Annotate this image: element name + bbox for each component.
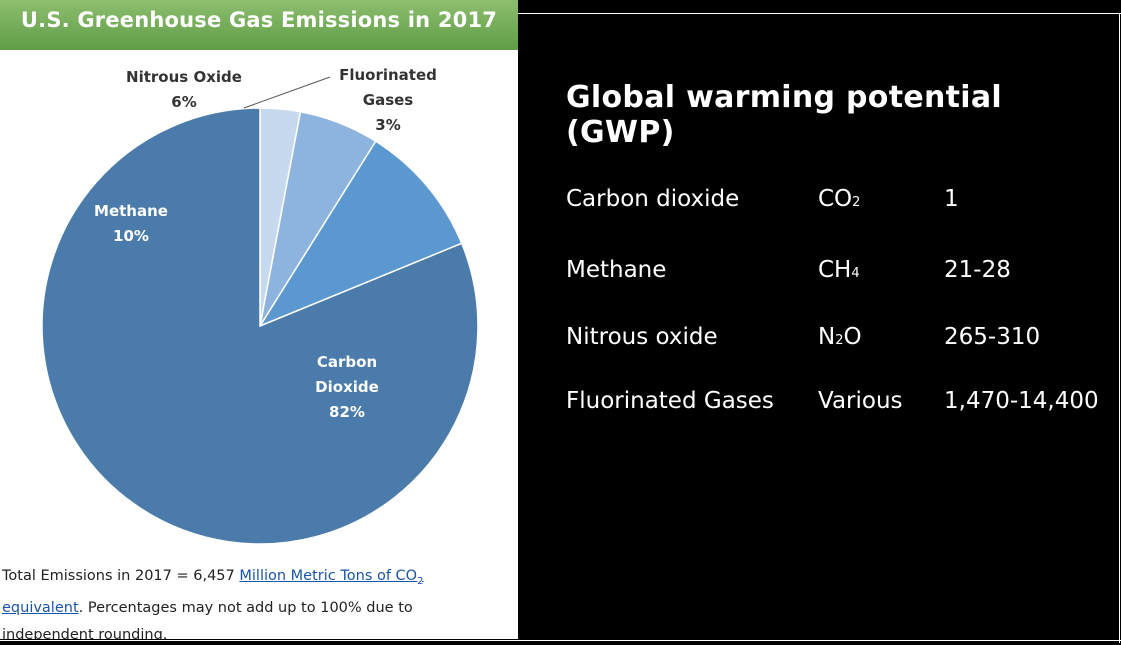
gwp-formula: CH4	[818, 257, 860, 283]
gwp-gas-name: Carbon dioxide	[566, 186, 740, 212]
chart-title: U.S. Greenhouse Gas Emissions in 2017	[20, 8, 498, 32]
gwp-row-methane: Methane CH4 21-28	[566, 257, 1106, 291]
gwp-formula: N2O	[818, 324, 862, 350]
gwp-gas-name: Methane	[566, 257, 667, 283]
pie-chart: Fluorinated Gases 3% Nitrous Oxide 6% Methane…	[41, 66, 479, 545]
slice-label-fluorinated-gases: Fluorinated Gases 3%	[339, 66, 437, 134]
gwp-formula: Various	[818, 388, 903, 414]
footnote-total: Total Emissions in 2017 = 6,457	[2, 568, 235, 584]
fluorinated-leader-line	[243, 76, 331, 109]
chart-header-bar: U.S. Greenhouse Gas Emissions in 2017	[0, 0, 518, 50]
gwp-formula: CO2	[818, 186, 861, 212]
pie-slice-methane	[258, 140, 463, 328]
gwp-value: 265-310	[944, 324, 1041, 350]
gwp-value: 1,470-14,400	[944, 388, 1099, 414]
gwp-row-fluorinated-gases: Fluorinated Gases Various 1,470-14,400	[566, 388, 1106, 422]
gwp-row-nitrous-oxide: Nitrous oxide N2O 265-310	[566, 324, 1106, 358]
footnote-equivalent-link[interactable]: equivalent	[2, 599, 79, 616]
gwp-title: Global warming potential (GWP)	[566, 80, 1003, 150]
top-divider	[518, 13, 1121, 14]
right-border	[1119, 13, 1120, 643]
footnote-rounding-note: . Percentages may not add up to 100% due…	[78, 599, 413, 616]
gwp-gas-name: Nitrous oxide	[566, 324, 718, 350]
emissions-chart-panel: U.S. Greenhouse Gas Emissions in 2017 Fl…	[0, 0, 518, 639]
gwp-gas-name: Fluorinated Gases	[566, 388, 774, 414]
gwp-value: 1	[944, 186, 959, 212]
footnote-rounding-note-end: independent rounding.	[2, 626, 168, 639]
slice-label-methane: Methane 10%	[94, 202, 168, 245]
slice-label-carbon-dioxide: Carbon Dioxide 82%	[315, 353, 379, 421]
chart-footnote: Total Emissions in 2017 = 6,457 Million …	[2, 563, 514, 639]
bottom-divider	[0, 640, 1121, 641]
slice-label-nitrous-oxide: Nitrous Oxide 6%	[126, 68, 242, 111]
gwp-row-carbon-dioxide: Carbon dioxide CO2 1	[566, 186, 1106, 220]
footnote-unit-link[interactable]: Million Metric Tons of CO2	[239, 568, 424, 587]
pie-slice-carbon-dioxide	[41, 107, 479, 545]
gwp-value: 21-28	[944, 257, 1011, 283]
